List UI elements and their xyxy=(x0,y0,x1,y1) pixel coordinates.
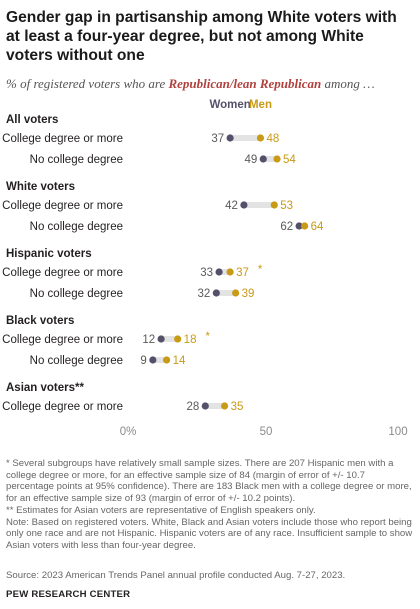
men-dot xyxy=(174,335,182,343)
men-value: 39 xyxy=(242,288,255,300)
note-methodology: Note: Based on registered voters. White,… xyxy=(6,516,413,551)
men-value: 54 xyxy=(283,154,296,166)
chart-notes: * Several subgroups have relatively smal… xyxy=(6,458,414,552)
women-dot xyxy=(149,356,157,364)
chart-source: Source: 2023 American Trends Panel annua… xyxy=(6,570,346,581)
women-value: 32 xyxy=(198,288,211,300)
subtitle-suffix: among … xyxy=(321,76,375,91)
legend-women: Women xyxy=(209,99,250,111)
chart-title: Gender gap in partisanship among White v… xyxy=(6,9,397,64)
row-label: College degree or more xyxy=(2,267,123,279)
men-value-footnote: * xyxy=(258,264,263,276)
women-value: 9 xyxy=(140,355,146,367)
row-label: College degree or more xyxy=(2,334,123,346)
women-value: 12 xyxy=(142,334,155,346)
note-small-samples: * Several subgroups have relatively smal… xyxy=(6,458,412,505)
women-dot xyxy=(295,222,303,230)
women-dot xyxy=(212,289,220,297)
subtitle-prefix: % of registered voters who are xyxy=(6,76,169,91)
subtitle-highlight: Republican/lean Republican xyxy=(168,76,322,91)
legend-men: Men xyxy=(249,99,272,111)
men-dot xyxy=(273,155,281,163)
women-value: 33 xyxy=(200,267,213,279)
women-value: 49 xyxy=(244,154,257,166)
men-value: 64 xyxy=(311,221,324,233)
women-dot xyxy=(157,335,165,343)
women-dot xyxy=(215,268,223,276)
x-tick-label: 50 xyxy=(260,426,273,438)
men-dot xyxy=(232,289,240,297)
note-asian-estimates: ** Estimates for Asian voters are repres… xyxy=(6,504,316,516)
row-label: College degree or more xyxy=(2,200,123,212)
row-label: No college degree xyxy=(30,355,123,367)
group-label: All voters xyxy=(6,114,58,126)
women-dot xyxy=(226,134,234,142)
row-label: No college degree xyxy=(30,288,123,300)
women-value: 37 xyxy=(211,133,224,145)
women-dot xyxy=(240,201,248,209)
women-value: 62 xyxy=(280,221,293,233)
men-dot xyxy=(226,268,234,276)
chart-subtitle: % of registered voters who are Republica… xyxy=(6,76,414,92)
row-label: No college degree xyxy=(30,154,123,166)
men-dot xyxy=(163,356,171,364)
x-tick-label: 0% xyxy=(120,426,137,438)
men-dot xyxy=(221,402,229,410)
men-dot xyxy=(256,134,265,142)
org-name: PEW RESEARCH CENTER xyxy=(6,589,131,600)
group-label: Black voters xyxy=(6,315,74,327)
women-dot xyxy=(201,402,209,410)
men-dot xyxy=(301,222,309,230)
men-value: 14 xyxy=(173,355,186,367)
x-tick-label: 100 xyxy=(388,426,407,438)
men-value: 35 xyxy=(231,401,244,413)
women-value: 42 xyxy=(225,200,238,212)
men-value-footnote: * xyxy=(205,331,210,343)
women-dot xyxy=(259,155,267,163)
group-label: White voters xyxy=(6,181,75,193)
group-label: Hispanic voters xyxy=(6,248,92,260)
row-label: College degree or more xyxy=(2,401,123,413)
men-dot xyxy=(270,201,278,209)
row-label: No college degree xyxy=(30,221,123,233)
men-value: 18 xyxy=(184,334,197,346)
group-label: Asian voters** xyxy=(6,382,85,394)
men-value: 37 xyxy=(236,267,249,279)
men-value: 53 xyxy=(280,200,293,212)
row-label: College degree or more xyxy=(2,133,123,145)
men-value: 48 xyxy=(266,133,279,145)
women-value: 28 xyxy=(186,401,199,413)
